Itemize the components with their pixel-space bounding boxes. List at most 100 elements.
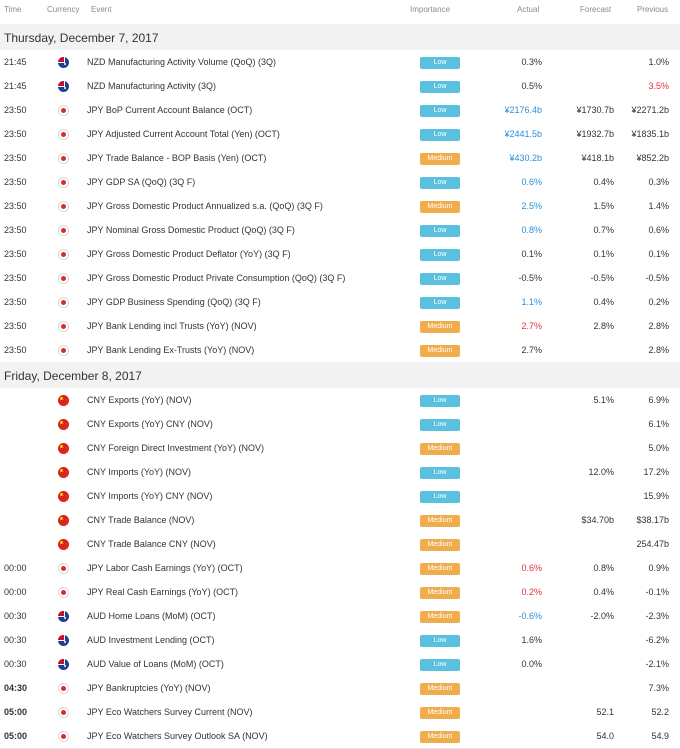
forecast-value: 12.0% bbox=[588, 467, 614, 477]
table-row[interactable]: 05:00 JPY Eco Watchers Survey Current (NO… bbox=[0, 700, 680, 725]
jp-flag-icon bbox=[58, 683, 69, 694]
table-row[interactable]: 00:30 AUD Investment Lending (OCT) Low 1.6%… bbox=[0, 628, 680, 653]
previous-value: 1.0% bbox=[648, 57, 669, 67]
table-row[interactable]: CNY Imports (YoY) CNY (NOV) Low 15.9% bbox=[0, 484, 680, 509]
event-name[interactable]: JPY Adjusted Current Account Total (Yen)… bbox=[87, 129, 280, 139]
table-row[interactable]: 05:00 JPY Eco Watchers Survey Outlook SA … bbox=[0, 724, 680, 749]
table-row[interactable]: CNY Exports (YoY) CNY (NOV) Low 6.1% bbox=[0, 412, 680, 437]
cn-flag-icon bbox=[58, 467, 69, 478]
event-name[interactable]: CNY Imports (YoY) (NOV) bbox=[87, 467, 192, 477]
table-row[interactable]: 21:45 NZD Manufacturing Activity (3Q) Low 0… bbox=[0, 74, 680, 99]
event-name[interactable]: CNY Foreign Direct Investment (YoY) (NOV… bbox=[87, 443, 265, 453]
event-name[interactable]: JPY GDP Business Spending (QoQ) (3Q F) bbox=[87, 297, 261, 307]
event-name[interactable]: JPY Gross Domestic Product Private Consu… bbox=[87, 273, 346, 283]
table-row[interactable]: 23:50 JPY Nominal Gross Domestic Product … bbox=[0, 218, 680, 243]
event-name[interactable]: CNY Imports (YoY) CNY (NOV) bbox=[87, 491, 213, 501]
table-row[interactable]: 23:50 JPY GDP SA (QoQ) (3Q F) Low 0.6% 0.4% 0… bbox=[0, 170, 680, 195]
event-name[interactable]: JPY BoP Current Account Balance (OCT) bbox=[87, 105, 253, 115]
jp-flag-icon bbox=[58, 563, 69, 574]
previous-value: 52.2 bbox=[651, 707, 669, 717]
table-row[interactable]: CNY Exports (YoY) (NOV) Low 5.1% 6.9% bbox=[0, 388, 680, 413]
table-row[interactable]: 00:30 AUD Value of Loans (MoM) (OCT) Low 0.… bbox=[0, 652, 680, 677]
event-name[interactable]: CNY Trade Balance CNY (NOV) bbox=[87, 539, 216, 549]
table-row[interactable]: CNY Trade Balance CNY (NOV) Medium 254.47b bbox=[0, 532, 680, 557]
jp-flag-icon bbox=[58, 225, 69, 236]
nz-flag-icon bbox=[58, 57, 69, 68]
actual-value: 2.5% bbox=[521, 201, 542, 211]
event-name[interactable]: CNY Exports (YoY) CNY (NOV) bbox=[87, 419, 213, 429]
event-name[interactable]: JPY Bank Lending incl Trusts (YoY) (NOV) bbox=[87, 321, 257, 331]
event-name[interactable]: JPY Labor Cash Earnings (YoY) (OCT) bbox=[87, 563, 243, 573]
event-time: 00:30 bbox=[4, 611, 27, 621]
event-time: 00:30 bbox=[4, 659, 27, 669]
event-name[interactable]: AUD Home Loans (MoM) (OCT) bbox=[87, 611, 216, 621]
event-time: 23:50 bbox=[4, 153, 27, 163]
table-row[interactable]: 23:50 JPY Gross Domestic Product Deflator… bbox=[0, 242, 680, 267]
previous-value: $38.17b bbox=[636, 515, 669, 525]
previous-value: 1.4% bbox=[648, 201, 669, 211]
importance-badge: Low bbox=[420, 249, 460, 261]
jp-flag-icon bbox=[58, 321, 69, 332]
event-name[interactable]: JPY Trade Balance - BOP Basis (Yen) (OCT… bbox=[87, 153, 267, 163]
event-name[interactable]: JPY Eco Watchers Survey Current (NOV) bbox=[87, 707, 253, 717]
actual-value: 0.0% bbox=[521, 659, 542, 669]
actual-value: 0.8% bbox=[521, 225, 542, 235]
event-name[interactable]: JPY Gross Domestic Product Deflator (YoY… bbox=[87, 249, 291, 259]
actual-value: 1.1% bbox=[521, 297, 542, 307]
header-time: Time bbox=[4, 5, 22, 14]
event-name[interactable]: JPY Nominal Gross Domestic Product (QoQ)… bbox=[87, 225, 295, 235]
table-row[interactable]: 23:50 JPY Trade Balance - BOP Basis (Yen)… bbox=[0, 146, 680, 171]
importance-badge: Medium bbox=[420, 201, 460, 213]
previous-value: ¥2271.2b bbox=[631, 105, 669, 115]
importance-badge: Medium bbox=[420, 153, 460, 165]
importance-badge: Medium bbox=[420, 539, 460, 551]
event-name[interactable]: NZD Manufacturing Activity (3Q) bbox=[87, 81, 217, 91]
table-row[interactable]: 23:50 JPY BoP Current Account Balance (OC… bbox=[0, 98, 680, 123]
table-row[interactable]: 04:30 JPY Bankruptcies (YoY) (NOV) Medium 7… bbox=[0, 676, 680, 701]
event-name[interactable]: JPY Real Cash Earnings (YoY) (OCT) bbox=[87, 587, 239, 597]
table-row[interactable]: CNY Imports (YoY) (NOV) Low 12.0% 17.2% bbox=[0, 460, 680, 485]
table-row[interactable]: CNY Trade Balance (NOV) Medium $34.70b $38.… bbox=[0, 508, 680, 533]
actual-value: ¥2176.4b bbox=[504, 105, 542, 115]
header-currency: Currency bbox=[47, 5, 80, 14]
table-row[interactable]: 23:50 JPY Adjusted Current Account Total … bbox=[0, 122, 680, 147]
forecast-value: -0.5% bbox=[590, 273, 614, 283]
event-time: 21:45 bbox=[4, 57, 27, 67]
jp-flag-icon bbox=[58, 201, 69, 212]
table-row[interactable]: 21:45 NZD Manufacturing Activity Volume (… bbox=[0, 50, 680, 75]
forecast-value: 2.8% bbox=[593, 321, 614, 331]
event-name[interactable]: JPY GDP SA (QoQ) (3Q F) bbox=[87, 177, 196, 187]
event-time: 05:00 bbox=[4, 731, 28, 741]
previous-value: 254.47b bbox=[636, 539, 669, 549]
event-name[interactable]: JPY Bank Lending Ex-Trusts (YoY) (NOV) bbox=[87, 345, 255, 355]
table-row[interactable]: 23:50 JPY Bank Lending Ex-Trusts (YoY) (N… bbox=[0, 338, 680, 363]
table-row[interactable]: 23:50 JPY Bank Lending incl Trusts (YoY) … bbox=[0, 314, 680, 339]
importance-badge: Low bbox=[420, 297, 460, 309]
event-name[interactable]: JPY Bankruptcies (YoY) (NOV) bbox=[87, 683, 211, 693]
table-row[interactable]: CNY Foreign Direct Investment (YoY) (NOV… bbox=[0, 436, 680, 461]
event-name[interactable]: AUD Investment Lending (OCT) bbox=[87, 635, 215, 645]
forecast-value: 0.4% bbox=[593, 177, 614, 187]
table-row[interactable]: 00:00 JPY Labor Cash Earnings (YoY) (OCT)… bbox=[0, 556, 680, 581]
importance-badge: Low bbox=[420, 225, 460, 237]
table-row[interactable]: 00:00 JPY Real Cash Earnings (YoY) (OCT) M… bbox=[0, 580, 680, 605]
event-name[interactable]: JPY Eco Watchers Survey Outlook SA (NOV) bbox=[87, 731, 268, 741]
event-name[interactable]: JPY Gross Domestic Product Annualized s.… bbox=[87, 201, 323, 211]
table-row[interactable]: 23:50 JPY Gross Domestic Product Private … bbox=[0, 266, 680, 291]
table-row[interactable]: 23:50 JPY GDP Business Spending (QoQ) (3Q… bbox=[0, 290, 680, 315]
jp-flag-icon bbox=[58, 273, 69, 284]
event-time: 23:50 bbox=[4, 201, 27, 211]
event-name[interactable]: CNY Exports (YoY) (NOV) bbox=[87, 395, 192, 405]
table-row[interactable]: 23:50 JPY Gross Domestic Product Annualiz… bbox=[0, 194, 680, 219]
importance-badge: Low bbox=[420, 395, 460, 407]
table-row[interactable]: 00:30 AUD Home Loans (MoM) (OCT) Medium -0.… bbox=[0, 604, 680, 629]
event-name[interactable]: AUD Value of Loans (MoM) (OCT) bbox=[87, 659, 224, 669]
jp-flag-icon bbox=[58, 587, 69, 598]
actual-value: 0.6% bbox=[521, 177, 542, 187]
forecast-value: ¥1730.7b bbox=[576, 105, 614, 115]
event-name[interactable]: NZD Manufacturing Activity Volume (QoQ) … bbox=[87, 57, 277, 67]
event-time: 23:50 bbox=[4, 345, 27, 355]
forecast-value: -2.0% bbox=[590, 611, 614, 621]
event-name[interactable]: CNY Trade Balance (NOV) bbox=[87, 515, 195, 525]
event-time: 23:50 bbox=[4, 321, 27, 331]
